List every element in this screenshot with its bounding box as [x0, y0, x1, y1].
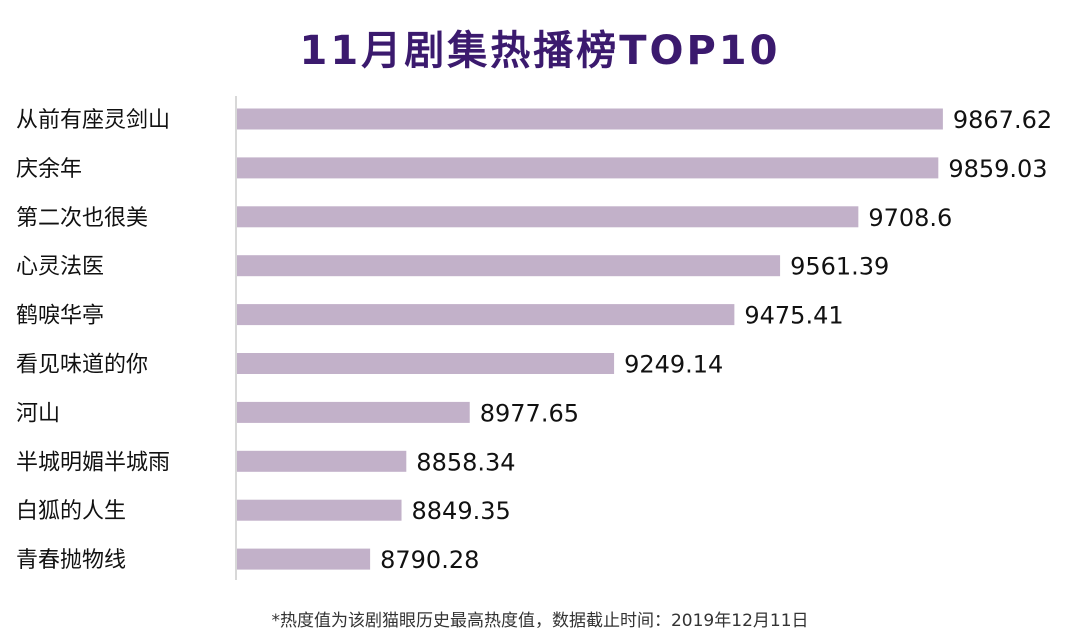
bar: [237, 255, 781, 277]
bar: [237, 206, 859, 228]
chart-title: 11月剧集热播榜TOP10: [299, 28, 781, 74]
bar: [237, 548, 371, 570]
value-label: 9475.41: [744, 302, 843, 330]
value-label: 8790.28: [380, 546, 479, 574]
value-label: 9859.03: [948, 155, 1047, 183]
value-label: 9249.14: [624, 351, 723, 379]
value-label: 9708.6: [868, 204, 952, 232]
category-label: 从前有座灵剑山: [16, 108, 170, 133]
bar: [237, 304, 735, 326]
category-label: 庆余年: [16, 157, 82, 182]
chart-footnote: *热度值为该剧猫眼历史最高热度值，数据截止时间：2019年12月11日: [271, 611, 809, 631]
category-label: 看见味道的你: [16, 353, 148, 378]
value-label: 9867.62: [953, 106, 1052, 134]
category-label: 半城明媚半城雨: [16, 450, 170, 475]
category-label: 青春抛物线: [16, 548, 126, 573]
category-label: 河山: [16, 401, 60, 426]
bar: [237, 108, 943, 130]
category-label: 第二次也很美: [16, 206, 148, 231]
bar: [237, 450, 407, 472]
bar: [237, 353, 615, 374]
value-label: 8977.65: [480, 399, 579, 427]
bar: [237, 401, 470, 423]
value-label: 8849.35: [412, 497, 511, 525]
category-label: 心灵法医: [16, 255, 104, 280]
value-label: 9561.39: [790, 253, 889, 281]
category-label: 鹤唳华亭: [16, 304, 104, 329]
bar: [237, 157, 939, 179]
value-label: 8858.34: [416, 448, 515, 476]
bar: [237, 499, 402, 521]
category-label: 白狐的人生: [16, 499, 126, 524]
